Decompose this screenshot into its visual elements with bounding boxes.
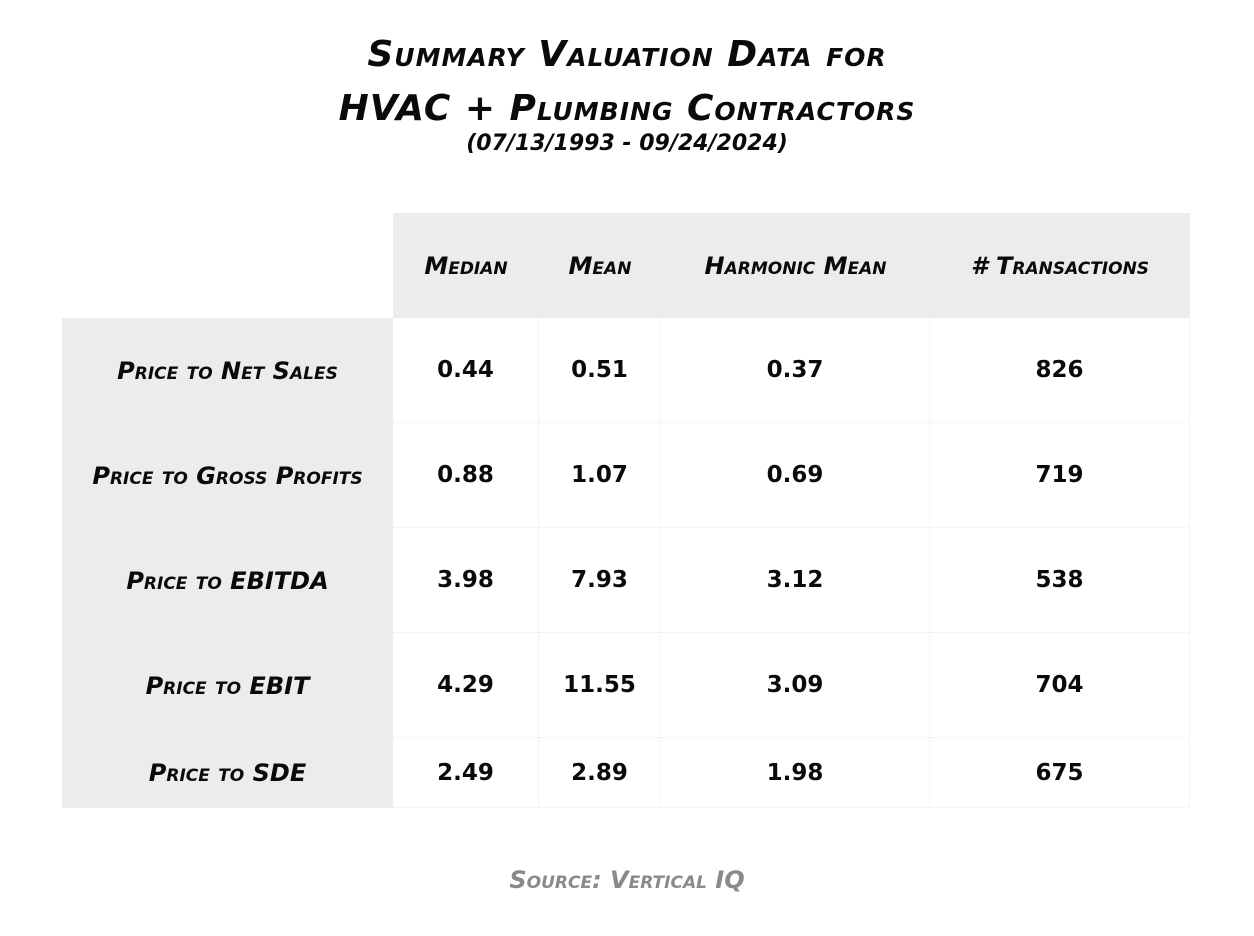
title-block: Summary Valuation Data for HVAC + Plumbi… [0,28,1254,158]
table-cell: 2.89 [539,738,661,808]
column-header: Median [424,251,508,280]
header-background [393,213,1190,318]
title-line-2: HVAC + Plumbing Contractors [338,88,916,129]
table-cell: 0.44 [393,318,539,423]
row-label: Price to SDE [148,759,307,787]
date-range: (07/13/1993 - 09/24/2024) [466,131,788,156]
table-cell: 0.37 [661,318,930,423]
table-cell: 11.55 [539,633,661,738]
table-cell: 3.98 [393,528,539,633]
table-cell: 3.12 [661,528,930,633]
table-cell: 4.29 [393,633,539,738]
column-header: # Transactions [970,251,1150,280]
table-cell: 1.07 [539,423,661,528]
valuation-table: Median Mean Harmonic Mean # Transactions Pri… [62,213,1190,808]
column-header: Harmonic Mean [704,251,887,280]
table-cell: 2.49 [393,738,539,808]
table-cell: 3.09 [661,633,930,738]
row-label: Price to Net Sales [117,356,338,385]
table-cell: 0.88 [393,423,539,528]
table-cell: 719 [930,423,1190,528]
row-label: Price to EBIT [145,671,310,700]
title-line-1: Summary Valuation Data for [367,34,887,75]
row-label-background [62,318,393,808]
table-cell: 7.93 [539,528,661,633]
table-cell: 675 [930,738,1190,808]
column-header: Mean [568,251,632,280]
row-label: Price to Gross Profits [92,461,363,490]
source-note: Source: Vertical IQ [509,866,745,894]
table-cell: 0.51 [539,318,661,423]
row-label: Price to EBITDA [126,566,329,595]
table-cell: 1.98 [661,738,930,808]
table-cell: 538 [930,528,1190,633]
table-cell: 826 [930,318,1190,423]
table-cell: 704 [930,633,1190,738]
table-cell: 0.69 [661,423,930,528]
